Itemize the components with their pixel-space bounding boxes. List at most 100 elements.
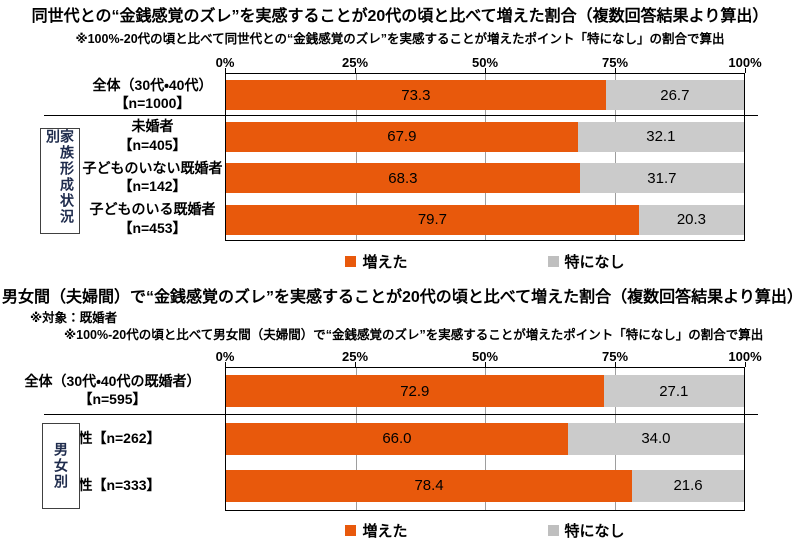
- legend-swatch-increased-icon: [345, 524, 357, 536]
- bar-segment-increased: 79.7: [226, 204, 639, 235]
- legend-label-increased: 増えた: [362, 522, 408, 540]
- x-axis-tick-mark: [485, 68, 486, 74]
- legend-label-none: 特になし: [564, 522, 625, 540]
- category-label-line: 未婚者: [131, 118, 174, 135]
- bar-track: 73.3 26.7: [226, 80, 744, 110]
- bar-track: 79.7 20.3: [226, 204, 744, 235]
- x-axis-tick-label: 75%: [601, 348, 629, 364]
- gridline: [355, 74, 357, 241]
- bar-value-increased: 72.9: [400, 382, 430, 400]
- legend-item-none: 特になし: [547, 520, 625, 541]
- bar-row: 73.3 26.7: [226, 74, 744, 116]
- category-label-line: 全体（30代・40代の既婚者）: [24, 373, 201, 390]
- bar-segment-none: 32.1: [577, 121, 744, 152]
- legend-label-none: 特になし: [564, 254, 625, 272]
- category-label-line: 全体（30代・40代）: [92, 76, 213, 93]
- category-label-line: 【n=1000】: [114, 95, 191, 111]
- legend-swatch-increased-icon: [345, 256, 357, 268]
- category-column: 全体（30代・40代） 【n=1000】 未婚者 【n=405】 子どものいない既婚者【…: [0, 56, 225, 241]
- bar-segment-increased: 72.9: [226, 375, 604, 408]
- category-label: 全体（30代・40代） 【n=1000】: [0, 73, 225, 115]
- group-label-box: 男女別: [42, 422, 80, 509]
- category-label-line: 【n=595】: [78, 391, 147, 408]
- legend-item-none: 特になし: [547, 251, 625, 272]
- plot-area: 73.3 26.7 67.9 32.1 68.3 31.7 79.7 20.3: [225, 73, 745, 242]
- legend-item-increased: 増えた: [345, 520, 408, 541]
- bar-value-none: 27.1: [659, 382, 689, 400]
- x-axis-tick-label: 100%: [728, 55, 762, 71]
- plot-column: 0% 25% 50% 75% 100% 73.3 26.7 67.9 32.1 68.3 31.7…: [216, 55, 762, 242]
- category-label-line: 【n=142】: [118, 178, 187, 194]
- bar-segment-increased: 78.4: [226, 469, 633, 502]
- category-label: 子どものいる既婚者 【n=453】: [0, 198, 225, 240]
- overall-group-divider-line: [44, 414, 758, 416]
- bar-row: 72.9 27.1: [226, 368, 744, 415]
- gridline: [485, 74, 486, 241]
- category-label-line: 【n=453】: [118, 219, 187, 236]
- bar-segment-increased: 68.3: [226, 163, 580, 193]
- legend-swatch-none-icon: [547, 256, 559, 268]
- bar-segment-increased: 66.0: [226, 422, 568, 455]
- bar-value-increased: 66.0: [382, 430, 412, 448]
- bar-segment-increased: 73.3: [226, 80, 606, 110]
- category-label: 男性【n=262】: [0, 414, 225, 461]
- chart-1-legend: 増えた 特になし: [225, 251, 745, 272]
- chart-2-body: 全体（30代・40代の既婚者） 【n=595】 男性【n=262】 女性【n=333】…: [0, 348, 762, 511]
- category-label-line: 女性【n=333】: [64, 476, 161, 493]
- bar-value-increased: 78.4: [414, 477, 444, 495]
- x-axis-tick-label: 25%: [341, 55, 369, 71]
- category-label: 子どものいない既婚者 【n=142】: [0, 156, 225, 198]
- bar-value-none: 31.7: [647, 169, 677, 187]
- chart-2-note-calc: ※100%-20代の頃と比べて男女間（夫婦間）で“金銭感覚のズレ”を実感すること…: [64, 327, 764, 342]
- category-label: 未婚者 【n=405】: [0, 115, 225, 157]
- x-axis-tick-mark: [745, 361, 746, 367]
- chart-2: 男女間（夫婦間）で“金銭感覚のズレ”を実感することが20代の頃と比べて増えた割合…: [0, 288, 800, 541]
- bar-segment-none: 27.1: [603, 375, 744, 408]
- legend-swatch-none-icon: [547, 524, 559, 536]
- bar-track: 67.9 32.1: [226, 121, 744, 152]
- bar-value-none: 20.3: [676, 211, 707, 228]
- plot-area: 72.9 27.1 66.0 34.0 78.4 21.6: [225, 366, 745, 511]
- bar-track: 66.0 34.0: [226, 422, 744, 455]
- x-axis-tick-label: 0%: [215, 55, 235, 71]
- chart-1: 同世代との“金銭感覚のズレ”を実感することが20代の頃と比べて増えた割合（複数回…: [0, 7, 800, 272]
- x-axis: 0% 25% 50% 75% 100%: [216, 55, 762, 74]
- bar-value-increased: 67.9: [387, 128, 417, 145]
- x-axis-tick-label: 0%: [215, 348, 235, 364]
- x-axis-tick-label: 25%: [341, 348, 369, 364]
- category-label-line: 【n=405】: [118, 136, 187, 153]
- x-axis-tick-label: 75%: [601, 55, 629, 71]
- x-axis-tick-mark: [615, 68, 616, 74]
- bar-row: 78.4 21.6: [226, 462, 744, 509]
- x-axis-tick-mark: [225, 68, 226, 74]
- group-label-box: 家族形成状況別: [40, 128, 80, 235]
- category-label-line: 男性【n=262】: [64, 429, 161, 446]
- bar-value-none: 32.1: [646, 128, 676, 145]
- x-axis-tick-mark: [485, 361, 486, 367]
- x-axis-tick-mark: [355, 68, 356, 74]
- legend-label-increased: 増えた: [362, 254, 408, 272]
- group-label: 家族形成状況別: [45, 129, 75, 226]
- chart-2-note-target: ※対象：既婚者: [30, 311, 118, 326]
- bar-value-none: 34.0: [641, 430, 671, 448]
- x-axis-tick-label: 50%: [471, 55, 499, 71]
- bar-value-none: 21.6: [673, 477, 703, 495]
- chart-1-body: 全体（30代・40代） 【n=1000】 未婚者 【n=405】 子どものいない既婚者【…: [0, 55, 762, 242]
- group-label: 男女別: [53, 441, 69, 490]
- bar-value-increased: 79.7: [417, 211, 448, 228]
- chart-1-note: ※100%-20代の頃と比べて同世代との“金銭感覚のズレ”を実感することが増えた…: [75, 32, 725, 46]
- category-label: 全体（30代・40代の既婚者） 【n=595】: [0, 367, 225, 414]
- bar-value-increased: 68.3: [388, 169, 418, 187]
- x-axis-tick-label: 100%: [728, 348, 762, 364]
- category-column: 全体（30代・40代の既婚者） 【n=595】 男性【n=262】 女性【n=333】: [0, 350, 225, 511]
- x-axis-tick-label: 50%: [471, 348, 499, 364]
- x-axis-tick-mark: [745, 68, 746, 74]
- bar-segment-increased: 67.9: [226, 121, 578, 152]
- bar-track: 78.4 21.6: [226, 469, 744, 502]
- x-axis-tick-mark: [225, 361, 226, 367]
- category-label-line: 子どものいる既婚者: [89, 201, 216, 218]
- plot-column: 0% 25% 50% 75% 100% 72.9 27.1 66.0 34.0 78.4 21.6: [216, 348, 762, 511]
- bar-row: 79.7 20.3: [226, 199, 744, 241]
- bar-row: 68.3 31.7: [226, 157, 744, 199]
- bar-segment-none: 26.7: [605, 80, 744, 110]
